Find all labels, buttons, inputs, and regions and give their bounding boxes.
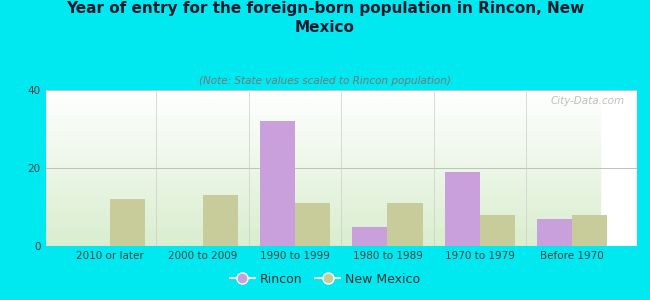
Bar xyxy=(46,115,600,117)
Bar xyxy=(46,127,600,129)
Bar xyxy=(46,156,600,158)
Bar xyxy=(46,150,600,152)
Bar xyxy=(46,174,600,176)
Bar xyxy=(46,106,600,107)
Bar xyxy=(46,137,600,139)
Bar xyxy=(46,100,600,102)
Bar xyxy=(46,141,600,142)
Bar xyxy=(46,176,600,178)
Bar xyxy=(111,199,146,246)
Bar xyxy=(46,224,600,226)
Bar xyxy=(46,229,600,230)
Bar xyxy=(46,131,600,133)
Bar xyxy=(46,133,600,135)
Bar xyxy=(46,143,600,145)
Bar xyxy=(46,129,600,131)
Bar xyxy=(46,199,600,201)
Bar xyxy=(46,92,600,94)
Bar xyxy=(46,234,600,236)
Bar xyxy=(46,152,600,154)
Bar xyxy=(46,215,600,217)
Bar xyxy=(46,242,600,244)
Bar xyxy=(46,178,600,180)
Bar xyxy=(46,135,600,137)
Bar xyxy=(46,125,600,127)
Text: Year of entry for the foreign-born population in Rincon, New
Mexico: Year of entry for the foreign-born popul… xyxy=(66,2,584,35)
Bar xyxy=(537,219,572,246)
Bar xyxy=(46,219,600,221)
Bar xyxy=(46,197,600,199)
Bar xyxy=(46,154,600,156)
Bar xyxy=(352,226,387,246)
Bar xyxy=(46,188,600,190)
Bar xyxy=(46,172,600,174)
Bar xyxy=(46,121,600,123)
Bar xyxy=(46,203,600,205)
Bar xyxy=(46,102,600,103)
Bar xyxy=(46,226,600,229)
Bar xyxy=(46,90,600,92)
Bar xyxy=(46,108,600,109)
Bar xyxy=(46,201,600,203)
Bar xyxy=(46,205,600,207)
Bar xyxy=(46,94,600,96)
Bar xyxy=(46,230,600,232)
Bar xyxy=(46,195,600,197)
Bar xyxy=(46,236,600,238)
Bar xyxy=(46,209,600,211)
Bar xyxy=(46,158,600,160)
Bar xyxy=(46,180,600,182)
Bar xyxy=(480,215,515,246)
Bar xyxy=(46,223,600,224)
Bar xyxy=(46,232,600,234)
Bar xyxy=(46,117,600,119)
Bar xyxy=(46,160,600,162)
Bar xyxy=(46,148,600,150)
Bar xyxy=(46,193,600,195)
Text: (Note: State values scaled to Rincon population): (Note: State values scaled to Rincon pop… xyxy=(199,76,451,86)
Bar xyxy=(260,121,295,246)
Bar xyxy=(46,213,600,215)
Bar xyxy=(46,211,600,213)
Bar xyxy=(46,166,600,168)
Bar xyxy=(46,110,600,111)
Bar xyxy=(46,111,600,113)
Bar xyxy=(46,139,600,141)
Bar xyxy=(46,104,600,106)
Bar xyxy=(46,98,600,100)
Bar xyxy=(46,170,600,172)
Bar xyxy=(445,172,480,246)
Bar xyxy=(46,185,600,188)
Bar xyxy=(46,123,600,125)
Bar xyxy=(295,203,330,246)
Bar xyxy=(46,96,600,98)
Bar xyxy=(46,244,600,246)
Bar xyxy=(46,217,600,219)
Bar xyxy=(46,238,600,240)
Bar xyxy=(203,195,238,246)
Bar xyxy=(46,220,600,223)
Bar xyxy=(572,215,607,246)
Legend: Rincon, New Mexico: Rincon, New Mexico xyxy=(225,268,425,291)
Bar xyxy=(46,164,600,166)
Bar xyxy=(46,147,600,148)
Bar xyxy=(46,184,600,185)
Bar xyxy=(46,168,600,170)
Bar xyxy=(46,190,600,191)
Bar xyxy=(46,207,600,209)
Bar xyxy=(387,203,422,246)
Bar xyxy=(46,162,600,164)
Bar xyxy=(46,145,600,147)
Text: City-Data.com: City-Data.com xyxy=(551,96,625,106)
Bar xyxy=(46,182,600,184)
Bar xyxy=(46,119,600,121)
Bar xyxy=(46,191,600,193)
Bar xyxy=(46,113,600,115)
Bar xyxy=(46,240,600,242)
